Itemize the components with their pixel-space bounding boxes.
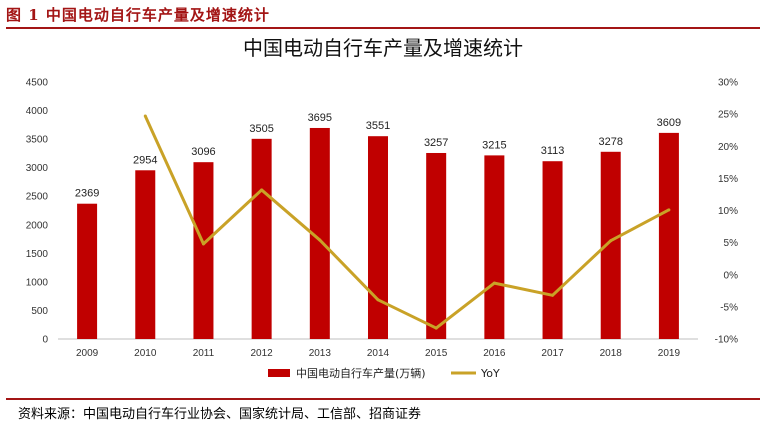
bar [426, 152, 447, 339]
chart: 中国电动自行车产量及增速统计 0 500 1000 1500 2000 2500 3000 3… [26, 36, 739, 380]
y-right-tick-label: -10% [715, 335, 738, 346]
y-left-tick-label: 2000 [26, 220, 49, 231]
yoy-point [551, 293, 555, 297]
x-tick-label: 2009 [76, 348, 99, 359]
bar-data-label: 3609 [657, 117, 681, 129]
y-left-tick-label: 3000 [26, 163, 49, 174]
bar-data-label: 3096 [191, 146, 215, 158]
legend-bar-label: 中国电动自行车产量(万辆) [296, 366, 426, 380]
y-right-tick-label: 15% [718, 174, 738, 185]
y-right-tick-label: 20% [718, 142, 738, 153]
bar [542, 161, 563, 339]
x-tick-label: 2016 [483, 348, 506, 359]
bar [484, 155, 505, 339]
x-tick-label: 2013 [309, 348, 332, 359]
bar-data-label: 3215 [482, 139, 506, 151]
y-left-tick-label: 2500 [26, 192, 49, 203]
yoy-point [609, 239, 613, 243]
y-left-tick-label: 1500 [26, 249, 49, 260]
y-right-tick-label: 5% [724, 238, 739, 249]
y-right-tick-label: -5% [720, 302, 738, 313]
x-tick-label: 2010 [134, 348, 157, 359]
yoy-point [492, 281, 496, 285]
bar [368, 136, 388, 339]
bar-data-label: 2954 [133, 154, 157, 166]
yoy-point [318, 238, 322, 242]
y-right-tick-label: 0% [724, 270, 739, 281]
bar [309, 127, 330, 339]
yoy-point [260, 188, 264, 192]
figure-caption: 图 1 中国电动自行车产量及增速统计 [6, 6, 270, 24]
x-tick-label: 2019 [658, 348, 681, 359]
bar-data-label: 2369 [75, 188, 99, 200]
x-tick-label: 2017 [541, 348, 564, 359]
legend-bar-swatch [268, 369, 290, 377]
bar [600, 151, 621, 339]
y-right-tick-label: 25% [718, 110, 738, 121]
caption-divider [6, 27, 760, 29]
chart-title: 中国电动自行车产量及增速统计 [243, 36, 523, 60]
bar-data-label: 3257 [424, 137, 448, 149]
bar [193, 162, 214, 339]
bar [251, 138, 272, 339]
yoy-point [434, 326, 438, 330]
x-tick-label: 2018 [600, 348, 623, 359]
x-tick-label: 2014 [367, 348, 390, 359]
bar-data-label: 3695 [308, 112, 332, 124]
yoy-point [667, 208, 671, 212]
bar-data-label: 3505 [249, 123, 273, 135]
yoy-point [201, 242, 205, 246]
yoy-point [143, 114, 147, 118]
bar [658, 132, 679, 339]
y-right-tick-label: 10% [718, 206, 738, 217]
yoy-line [143, 115, 670, 330]
y-left-tick-label: 3500 [26, 135, 49, 146]
x-tick-label: 2012 [251, 348, 274, 359]
x-tick-label: 2015 [425, 348, 448, 359]
bar-data-label: 3551 [366, 120, 390, 132]
source-note: 资料来源：中国电动自行车行业协会、国家统计局、工信部、招商证券 [18, 407, 422, 422]
x-tick-label: 2011 [193, 348, 215, 359]
bar [77, 203, 98, 339]
bar [135, 170, 156, 339]
yoy-point [376, 298, 380, 302]
y-left-tick-label: 4500 [26, 78, 49, 89]
bar-data-label: 3113 [541, 145, 565, 157]
y-left-tick-label: 500 [31, 306, 48, 317]
bar-data-label: 3278 [598, 136, 622, 148]
y-left-tick-label: 0 [42, 335, 48, 346]
y-right-tick-label: 30% [718, 78, 738, 89]
y-left-tick-label: 4000 [26, 106, 49, 117]
y-left-tick-label: 1000 [26, 277, 49, 288]
legend-line-label: YoY [480, 367, 500, 380]
footer-divider [6, 398, 760, 400]
